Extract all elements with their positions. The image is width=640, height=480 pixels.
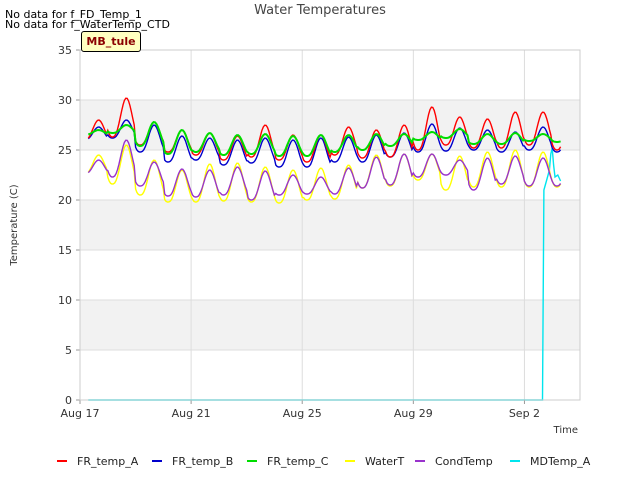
- series-lines: [87, 97, 562, 401]
- legend-label: WaterT: [365, 455, 405, 468]
- y-tick-label: 25: [58, 144, 72, 157]
- y-tick-label: 35: [58, 44, 72, 57]
- chart-title: Water Temperatures: [254, 3, 386, 18]
- series-line-fr-temp-c: [87, 121, 561, 157]
- y-tick-label: 20: [58, 194, 72, 207]
- y-tick-label: 10: [58, 294, 72, 307]
- series-line-condtemp: [87, 139, 562, 201]
- y-tick-label: 5: [65, 344, 72, 357]
- plot-bands: [80, 100, 580, 350]
- legend-label: FR_temp_A: [77, 455, 139, 468]
- y-tick-label: 0: [65, 394, 72, 407]
- legend-label: MDTemp_A: [530, 455, 591, 468]
- legend-label: FR_temp_B: [172, 455, 233, 468]
- legend-label: CondTemp: [435, 455, 493, 468]
- x-tick-label: Aug 25: [283, 407, 322, 420]
- plot-frame: [79, 49, 581, 401]
- x-tick-label: Aug 17: [61, 407, 100, 420]
- y-axis-label: Temperature (C): [9, 184, 20, 266]
- plot-band: [80, 300, 580, 350]
- legend-label: FR_temp_C: [267, 455, 329, 468]
- no-data-note-1: No data for f_FD_Temp_1: [5, 8, 142, 21]
- x-tick-label: Aug 21: [172, 407, 211, 420]
- x-tick-label: Sep 2: [509, 407, 540, 420]
- x-axis-label: Time: [553, 425, 578, 436]
- chart-legend: FR_temp_A FR_temp_B FR_temp_C WaterT CondTem…: [57, 455, 591, 468]
- x-tick-label: Aug 29: [394, 407, 433, 420]
- plot-axes: 0 5 10 15 20 25 30 35 Aug 17 Aug 21 Aug 25 Aug 29 Se…: [58, 44, 581, 420]
- site-tag: MB_tule: [81, 31, 141, 52]
- y-tick-label: 15: [58, 244, 72, 257]
- y-tick-label: 30: [58, 94, 72, 107]
- series-line-mdtemp-a: [88, 147, 562, 401]
- no-data-note-2: No data for f_WaterTemp_CTD: [5, 18, 170, 31]
- plot-band: [80, 200, 580, 250]
- series-line-watert: [87, 144, 562, 204]
